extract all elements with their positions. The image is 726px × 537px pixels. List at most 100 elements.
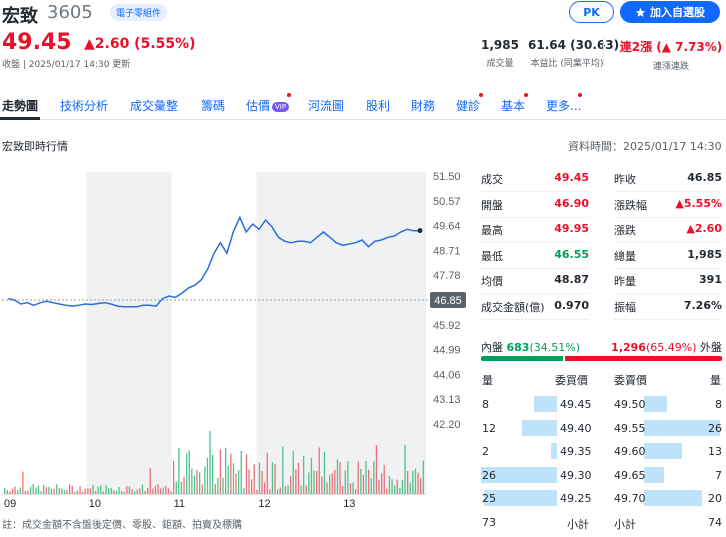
tab-technical[interactable]: 技術分析 (60, 99, 109, 113)
volume-bar (334, 469, 336, 494)
quote-label: 最高 (481, 224, 503, 237)
volume-bar (17, 490, 19, 494)
quote-row: 振幅 7.26% (614, 295, 722, 320)
tab-chips[interactable]: 籌碼 (201, 99, 226, 113)
outer-bar (565, 356, 722, 361)
quote-row: 最低 46.55 (481, 244, 589, 269)
volume-bar (232, 463, 235, 494)
quote-label: 成交金額(億) (481, 300, 545, 314)
quote-label: 漲跌 (614, 224, 636, 237)
volume-bar (35, 487, 37, 494)
volume-bar (243, 487, 245, 494)
industry-tag[interactable]: 電子零組件 (110, 4, 168, 21)
stat-volume: 1,985 成交量 (478, 38, 522, 69)
tab-river[interactable]: 河流圖 (308, 99, 345, 113)
volume-bar (352, 482, 354, 494)
tab-financial[interactable]: 財務 (411, 99, 436, 113)
volume-bar (386, 488, 388, 494)
volume-bar (97, 486, 99, 494)
x-tick-label: 10 (89, 498, 101, 510)
x-tick-label: 09 (4, 498, 16, 510)
stock-name: 宏致 (2, 6, 38, 27)
volume-bar (118, 487, 120, 494)
volume-bar (204, 466, 206, 494)
volume-bar (323, 451, 326, 494)
ask-qty: 8 (715, 398, 722, 411)
volume-bar (227, 465, 229, 494)
ask-depth-bar (644, 419, 720, 436)
volume-bar (102, 491, 105, 494)
price-change: ▲2.60 (5.55%) (84, 36, 196, 52)
volume-bar (235, 473, 237, 494)
ask-qty: 7 (715, 468, 722, 482)
volume-bar (271, 462, 274, 494)
quote-row: 成交 49.45 (481, 167, 589, 192)
y-tick-label: 50.57 (433, 196, 461, 208)
volume-bar (295, 469, 297, 494)
volume-bar (404, 444, 406, 494)
volume-bar (290, 476, 292, 494)
quote-row: 漲跌 ▲2.60 (614, 218, 722, 243)
y-tick-label: 47.78 (433, 270, 461, 282)
quote-value: 1,985 (687, 247, 722, 261)
quote-value: 46.85 (687, 171, 722, 184)
volume-bar (115, 490, 118, 494)
ask-depth-bar (644, 443, 682, 459)
divider (603, 38, 604, 66)
inner-value: 683 (506, 341, 530, 354)
vip-badge: VIP (272, 101, 290, 112)
volume-bar (6, 490, 8, 494)
quote-row: 昨收 46.85 (614, 167, 722, 192)
ask-price: 49.60 (614, 445, 646, 458)
x-tick-label: 11 (174, 498, 185, 510)
tab-dividend[interactable]: 股利 (366, 99, 391, 113)
quote-row: 均價 48.87 (481, 269, 589, 294)
volume-bar (409, 482, 411, 494)
star-icon (635, 7, 646, 17)
quote-value: 46.90 (554, 196, 589, 210)
stat-value: 61.64 (30.63) (528, 38, 620, 52)
pk-button[interactable]: PK (569, 1, 614, 23)
volume-bar (362, 474, 365, 494)
volume-bar (32, 484, 34, 494)
ask-qty: 20 (708, 492, 722, 505)
volume-bar (407, 471, 409, 494)
volume-bar (4, 488, 6, 494)
volume-bar (230, 453, 232, 494)
chart-note: 註：成交金額不含盤後定價、零股、鉅額、拍賣及標購 (2, 520, 242, 531)
tab-valuation[interactable]: 估價 VIP (246, 97, 290, 114)
day-band (341, 172, 426, 494)
intraday-chart[interactable]: 51.50 50.57 49.64 48.71 47.78 46.85 45.92 44.99… (0, 168, 478, 537)
bid-qty-header: 量 (482, 374, 493, 387)
volume-bar (11, 488, 14, 494)
volume-bar (27, 490, 29, 494)
tab-bar: 走勢圖 技術分析 成交彙整 籌碼 估價 VIP 河流圖 股利 財務 健診 基本 更… (0, 90, 726, 120)
volume-bar (321, 476, 323, 494)
x-tick-label: 13 (343, 498, 355, 510)
volume-bar (87, 488, 89, 494)
quote-label: 漲跌幅 (614, 198, 647, 212)
volume-bar (9, 491, 11, 494)
outer-label: 1,296(65.49%) 外盤 (611, 339, 722, 355)
quote-label: 昨量 (614, 275, 636, 288)
quote-label: 開盤 (481, 198, 503, 212)
volume-bar (292, 450, 294, 494)
volume-bar (61, 488, 63, 494)
tab-health[interactable]: 健診 (456, 99, 481, 113)
volume-bar (95, 490, 97, 494)
tab-basic[interactable]: 基本 (501, 99, 526, 113)
outer-value: 1,296 (611, 341, 646, 354)
data-time: 資料時間：2025/01/17 14:30 (568, 140, 722, 153)
quote-label: 均價 (481, 275, 503, 288)
reference-label-bg (430, 292, 466, 308)
volume-bar (261, 471, 263, 494)
tab-more[interactable]: 更多... (546, 99, 582, 113)
volume-bar (76, 490, 79, 494)
volume-bar (30, 486, 32, 494)
add-watchlist-button[interactable]: 加入自選股 (620, 1, 720, 23)
bid-qty: 25 (482, 492, 496, 505)
volume-bar (394, 485, 396, 494)
tab-trades[interactable]: 成交彙整 (130, 99, 179, 113)
tab-trend[interactable]: 走勢圖 (2, 99, 39, 113)
volume-bar (53, 488, 55, 494)
